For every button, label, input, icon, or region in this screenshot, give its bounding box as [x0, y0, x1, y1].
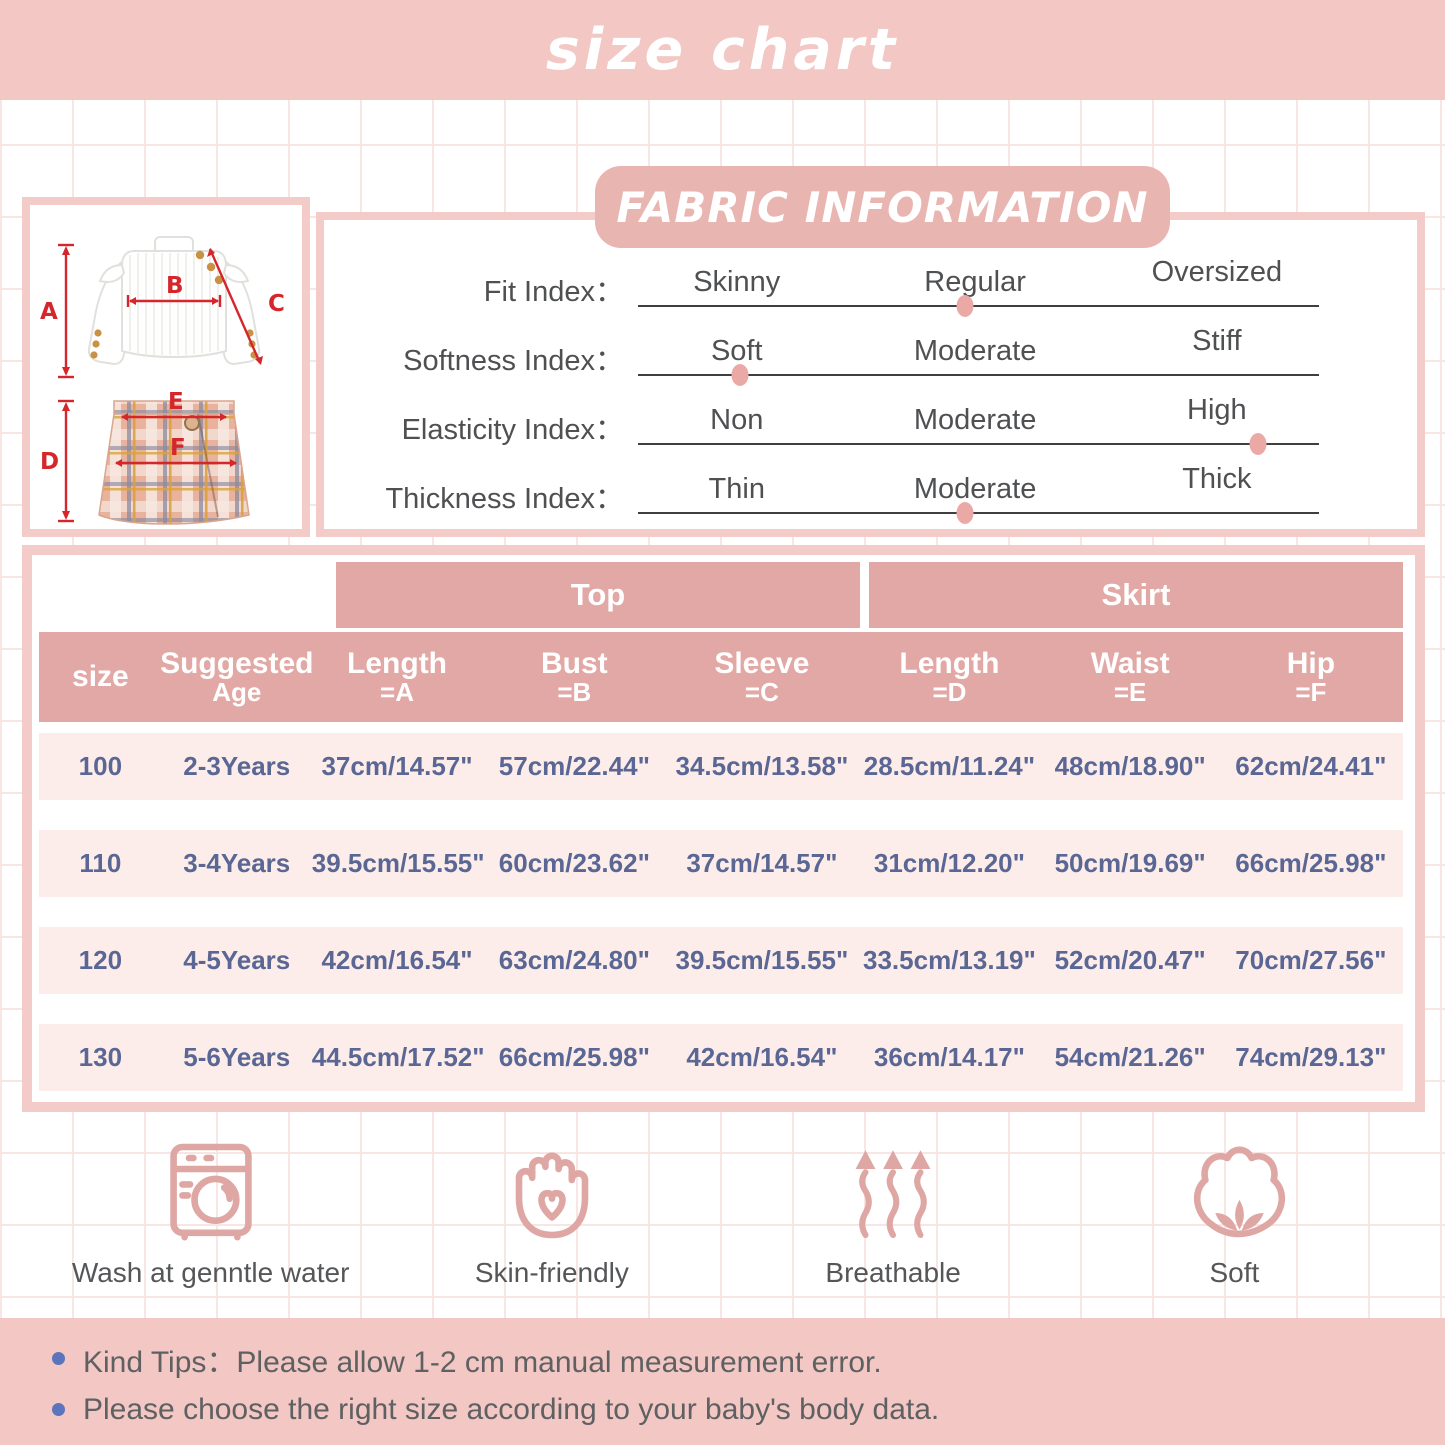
top-garment-icon — [87, 236, 261, 366]
group-header-top: Top — [336, 562, 860, 628]
softness-option: Soft — [710, 335, 763, 367]
feature-label: Wash at genntle water — [71, 1257, 350, 1288]
fit-option: Skinny — [693, 266, 781, 298]
table-group-row: Top Skirt — [32, 562, 1415, 628]
col-top-length: Length =A — [347, 646, 448, 708]
table-row-110: 110 3-4Years 39.5cm/15.55" 60cm/23.62" 37cm… — [39, 830, 1403, 897]
fabric-info-panel: Fit Index： Skinny Regular Oversized Soft… — [316, 212, 1425, 537]
elasticity-index-row: Elasticity Index： Non Moderate High — [346, 394, 1397, 463]
elasticity-option: Moderate — [913, 404, 1037, 436]
thickness-option: Thick — [1182, 463, 1252, 495]
table-row-130: 130 5-6Years 44.5cm/17.52" 66cm/25.98" 42cm… — [39, 1024, 1403, 1091]
label-C: C — [268, 291, 285, 317]
softness-index-line — [638, 364, 1319, 386]
thickness-option: Thin — [708, 473, 765, 505]
table-body: 100 2-3Years 37cm/14.57" 57cm/22.44" 34.5cm… — [39, 733, 1403, 1091]
softness-index-row: Softness Index： Soft Moderate Stiff — [346, 325, 1397, 394]
fabric-info-title: FABRIC INFORMATION — [616, 182, 1149, 232]
fit-index-line — [638, 295, 1319, 317]
feature-row: Wash at genntle water Skin-friendly — [40, 1135, 1405, 1315]
table-row-120: 120 4-5Years 42cm/16.54" 63cm/24.80" 39.5cm… — [39, 927, 1403, 994]
table-row-100: 100 2-3Years 37cm/14.57" 57cm/22.44" 34.5cm… — [39, 733, 1403, 800]
softness-index-label: Softness Index： — [403, 345, 624, 377]
tip-kind-tips: Kind Tips：Please allow 1-2 cm manual mea… — [52, 1337, 1445, 1381]
tips-footer: Kind Tips：Please allow 1-2 cm manual mea… — [0, 1318, 1445, 1445]
label-D: D — [40, 449, 59, 475]
softness-index-track: Soft Moderate Stiff — [638, 325, 1319, 386]
fit-option: Oversized — [1151, 256, 1283, 288]
col-size: size — [72, 660, 129, 694]
label-E: E — [168, 389, 184, 415]
banner: size chart — [0, 0, 1445, 100]
fit-option: Regular — [924, 266, 1026, 298]
feature-label: Breathable — [825, 1257, 961, 1288]
elasticity-option: Non — [710, 404, 764, 436]
col-waist: Waist =E — [1090, 646, 1170, 708]
label-A: A — [40, 299, 58, 325]
col-sleeve: Sleeve =C — [714, 646, 810, 708]
fit-index-dot — [956, 295, 974, 317]
thickness-index-label: Thickness Index： — [385, 483, 624, 515]
elasticity-index-dot — [1249, 433, 1267, 455]
cotton-icon — [1194, 1146, 1286, 1238]
elasticity-option: High — [1187, 394, 1247, 426]
feature-label: Skin-friendly — [474, 1257, 629, 1288]
thickness-index-line — [638, 502, 1319, 524]
thickness-index-dot — [956, 502, 974, 524]
tip-text: Kind Tips：Please allow 1-2 cm manual mea… — [83, 1345, 882, 1379]
label-B: B — [166, 273, 184, 299]
feature-label: Soft — [1209, 1257, 1260, 1288]
feature-soft: Soft — [1064, 1135, 1405, 1315]
thickness-option: Moderate — [913, 473, 1037, 505]
feature-skin-friendly: Skin-friendly — [381, 1135, 722, 1315]
hand-heart-icon — [515, 1152, 589, 1239]
page-title: size chart — [545, 17, 900, 83]
softness-option: Stiff — [1192, 325, 1242, 357]
softness-index-dot — [731, 364, 749, 386]
label-F: F — [170, 435, 186, 461]
fit-index-track: Skinny Regular Oversized — [638, 256, 1319, 317]
size-table: Top Skirt size Suggested Age Length =A Bus… — [22, 545, 1425, 1112]
washing-machine-icon — [169, 1143, 252, 1241]
table-column-header: size Suggested Age Length =A Bust =B Sleeve… — [39, 632, 1403, 722]
elasticity-index-track: Non Moderate High — [638, 394, 1319, 455]
thickness-index-track: Thin Moderate Thick — [638, 463, 1319, 524]
col-bust: Bust =B — [541, 646, 608, 708]
garment-diagram-icon: A B C D E F — [40, 236, 285, 525]
fit-index-row: Fit Index： Skinny Regular Oversized — [346, 256, 1397, 325]
col-skirt-length: Length =D — [899, 646, 1000, 708]
feature-wash: Wash at genntle water — [40, 1135, 381, 1315]
fit-index-label: Fit Index： — [483, 276, 624, 308]
col-suggested-age: Suggested Age — [160, 646, 314, 708]
breathable-arrows-icon — [855, 1150, 931, 1239]
group-header-skirt: Skirt — [869, 562, 1403, 628]
tip-choose-size: Please choose the right size according t… — [52, 1393, 1445, 1427]
feature-breathable: Breathable — [723, 1135, 1064, 1315]
fabric-index-rows: Fit Index： Skinny Regular Oversized Soft… — [346, 256, 1397, 532]
bullet-icon — [52, 1403, 65, 1416]
col-hip: Hip =F — [1286, 646, 1336, 708]
thickness-index-row: Thickness Index： Thin Moderate Thick — [346, 463, 1397, 532]
tip-text: Please choose the right size according t… — [83, 1392, 940, 1426]
measurement-arrows: A B C D E F — [40, 243, 285, 523]
bullet-icon — [52, 1352, 65, 1365]
softness-option: Moderate — [913, 335, 1037, 367]
fabric-info-header: FABRIC INFORMATION — [595, 166, 1170, 248]
skirt-icon — [98, 400, 250, 525]
elasticity-index-line — [638, 433, 1319, 455]
product-measurement-box: A B C D E F — [22, 197, 310, 537]
elasticity-index-label: Elasticity Index： — [401, 414, 624, 446]
